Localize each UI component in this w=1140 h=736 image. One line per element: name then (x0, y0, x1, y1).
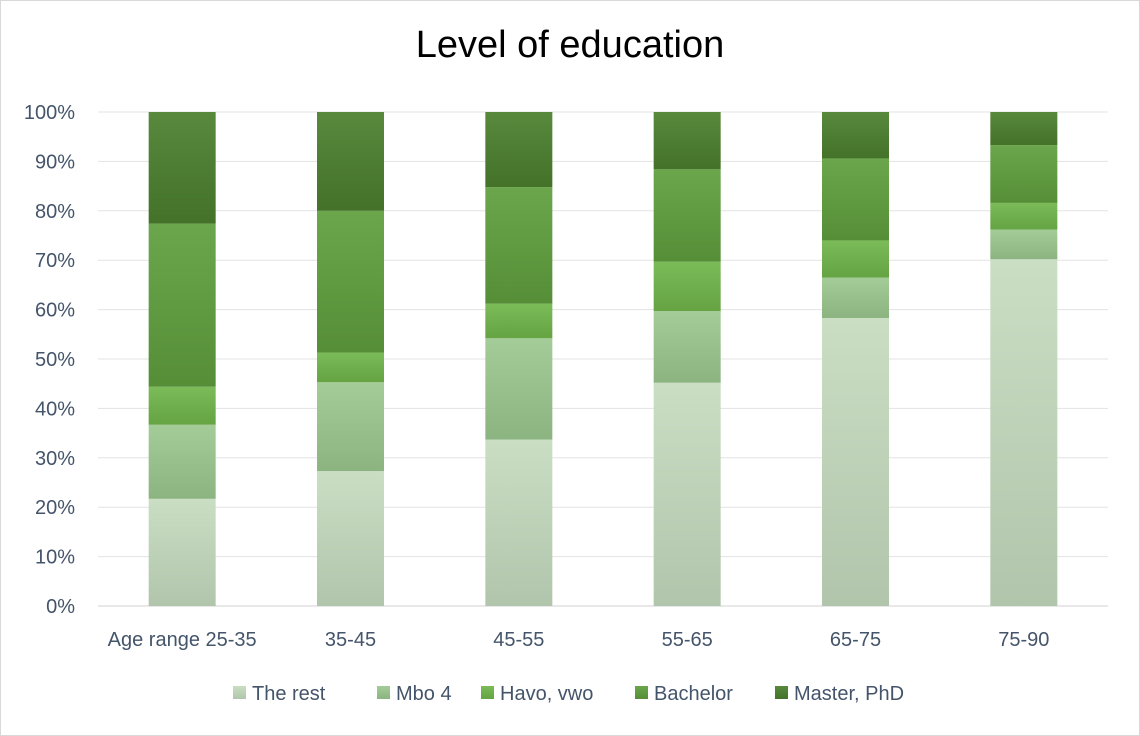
bar-segment (822, 158, 889, 241)
bar-segment (485, 303, 553, 339)
bar-segment (822, 277, 889, 318)
bar-segment (317, 382, 384, 472)
bar-segment (148, 112, 216, 224)
y-tick-label: 50% (35, 349, 75, 371)
bar-segment (148, 386, 216, 425)
bar-segment (317, 210, 384, 353)
x-tick-label: 45-55 (493, 629, 544, 651)
legend-swatch (481, 686, 494, 699)
legend-swatch (635, 686, 648, 699)
y-tick-label: 40% (35, 398, 75, 420)
bar-segment (990, 229, 1058, 260)
y-tick-label: 70% (35, 250, 75, 272)
bar-segment (485, 187, 553, 304)
x-tick-label: Age range 25-35 (108, 629, 257, 651)
legend-swatch (377, 686, 390, 699)
y-tick-label: 90% (35, 151, 75, 173)
bar-segment (822, 317, 889, 606)
bar-segment (317, 471, 384, 606)
legend-label: Bachelor (654, 683, 733, 705)
bar-segment (317, 352, 384, 383)
bar-segment (653, 261, 721, 312)
chart-title: Level of education (415, 24, 725, 66)
x-tick-label: 75-90 (998, 629, 1049, 651)
bar-segment (822, 240, 889, 278)
x-tick-label: 55-65 (662, 629, 713, 651)
y-tick-label: 20% (35, 497, 75, 519)
bar-segment (653, 311, 721, 383)
bar-segment (990, 259, 1058, 606)
bar-segment (485, 112, 553, 188)
legend: The rest Mbo 4 Havo, vwo Bachelor Master, Ph… (233, 683, 904, 705)
bar-segment (653, 112, 721, 170)
legend-label: Havo, vwo (500, 683, 593, 705)
bar-segment (148, 223, 216, 387)
bar-segment (990, 202, 1058, 230)
y-tick-label: 100% (24, 102, 75, 124)
bars (148, 112, 1058, 606)
bar-segment (148, 498, 216, 606)
legend-label: Master, PhD (794, 683, 904, 705)
y-axis-ticks: 0% 10% 20% 30% 40% 50% 60% 70% 80% 90% 100% (24, 102, 75, 618)
legend-label: The rest (252, 683, 326, 705)
y-tick-label: 80% (35, 201, 75, 223)
bar-segment (990, 145, 1058, 203)
bar-segment (485, 439, 553, 606)
legend-swatch (775, 686, 788, 699)
bar-segment (990, 112, 1058, 146)
y-tick-label: 10% (35, 547, 75, 569)
y-tick-label: 0% (46, 596, 75, 618)
grid-lines (98, 111, 1108, 607)
x-tick-label: 35-45 (325, 629, 376, 651)
bar-segment (485, 338, 553, 440)
bar-segment (317, 112, 384, 211)
bar-segment (653, 169, 721, 262)
y-tick-label: 30% (35, 448, 75, 470)
bar-segment (653, 382, 721, 606)
bar-segment (148, 424, 216, 499)
legend-label: Mbo 4 (396, 683, 452, 705)
y-tick-label: 60% (35, 300, 75, 322)
x-axis-ticks: Age range 25-35 35-45 45-55 55-65 65-75 75-90 (108, 629, 1050, 651)
bar-segment (822, 112, 889, 159)
legend-swatch (233, 686, 246, 699)
x-tick-label: 65-75 (830, 629, 881, 651)
